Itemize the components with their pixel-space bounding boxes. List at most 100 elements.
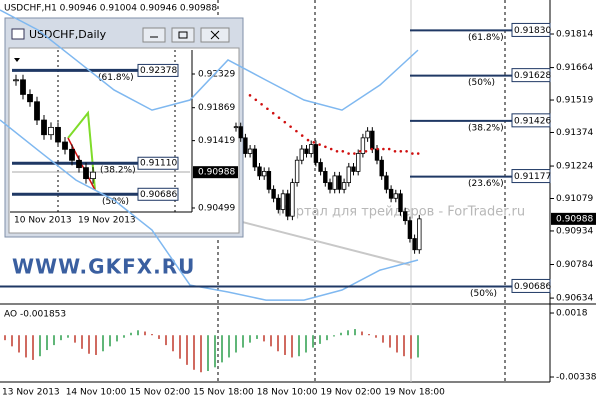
close-icon — [210, 30, 220, 40]
fib-price: 0.91426 — [514, 116, 551, 126]
signal-dot — [399, 149, 403, 153]
candle — [384, 175, 389, 190]
inset-price-box — [137, 187, 179, 201]
candle — [327, 182, 333, 190]
signal-dot — [358, 149, 362, 153]
candle — [318, 162, 323, 172]
signal-dot — [271, 111, 275, 115]
date-label: 15 Nov 18:00 — [193, 388, 254, 398]
signal-dot — [393, 149, 397, 153]
inset-candle — [27, 94, 33, 103]
candle — [294, 159, 300, 184]
fib-price: 0.91177 — [514, 172, 551, 182]
signal-dot — [289, 125, 292, 128]
chart-header: USDCHF,H1 0.90946 0.91004 0.90946 0.9098… — [4, 4, 217, 14]
candle — [266, 171, 272, 190]
inset-window: USDCHF,Daily 0.92329 0.91869 0.91419 0.9049… — [4, 17, 244, 238]
candle — [393, 193, 398, 199]
candle — [276, 197, 281, 210]
candle — [280, 193, 286, 210]
signal-dot — [283, 120, 287, 124]
current-price-box — [551, 212, 596, 225]
price-box — [511, 22, 551, 37]
current-price: 0.90988 — [556, 214, 593, 224]
inset-candle — [76, 159, 82, 169]
candle — [285, 193, 290, 217]
signal-dot — [341, 149, 345, 153]
inset-candle — [20, 79, 26, 95]
window-body — [8, 47, 240, 234]
candle — [355, 153, 361, 172]
inset-tick-label: 0.92329 — [198, 70, 235, 80]
candle — [304, 148, 309, 154]
price-box — [511, 68, 551, 83]
fib-ratio: (61.8%) — [468, 33, 504, 43]
y-tick-label: 0.91224 — [556, 162, 593, 172]
candle — [360, 137, 366, 154]
signal-dot — [387, 147, 391, 151]
inset-current-price: 0.90988 — [198, 168, 235, 178]
ao-tick-label: 0.0018 — [556, 309, 588, 319]
inset-fib-ratio: (61.8%) — [98, 73, 134, 83]
y-tick-label: 0.91814 — [556, 30, 593, 40]
candle — [417, 218, 422, 251]
ao-label: AO -0.001853 — [4, 310, 66, 320]
ao-tick-label: -0.003386 — [556, 373, 596, 383]
price-box — [511, 113, 551, 128]
inset-fib-price: 0.92378 — [140, 66, 177, 76]
maximize-button[interactable] — [171, 27, 195, 43]
candle — [238, 126, 243, 139]
inset-candle — [83, 167, 89, 180]
candle — [365, 130, 370, 139]
signal-dot — [353, 152, 356, 155]
inset-candle — [48, 126, 54, 136]
inset-candle — [41, 119, 47, 136]
candle — [290, 182, 295, 217]
inset-date: 19 Nov 2013 — [78, 216, 136, 226]
candle — [233, 126, 239, 129]
fib-ratio: (50%) — [468, 78, 495, 88]
fib-ratio: (50%) — [470, 289, 497, 299]
inset-fib-ratio: (38.2%) — [100, 166, 136, 176]
window-title: USDCHF,Daily — [29, 28, 107, 41]
inset-candle — [62, 141, 68, 150]
signal-dot — [306, 138, 310, 142]
inset-current-box — [193, 166, 238, 179]
signal-dot — [329, 147, 333, 151]
candle — [374, 148, 380, 161]
candle — [247, 148, 253, 154]
inset-tick-label: 0.91869 — [198, 103, 235, 113]
signal-dot — [277, 116, 281, 120]
inset-fib-price: 0.91110 — [140, 159, 177, 169]
date-label: 18 Nov 10:00 — [257, 388, 318, 398]
signal-dot — [364, 149, 368, 153]
inset-price-box — [137, 156, 179, 170]
date-label: 13 Nov 2013 — [2, 388, 60, 398]
candle — [402, 211, 408, 222]
date-label: 19 Nov 02:00 — [321, 388, 382, 398]
inset-tick-label: 0.91419 — [198, 136, 235, 146]
candle — [341, 182, 347, 190]
candle — [313, 144, 319, 163]
brand: WWW.GKFX.RU — [12, 255, 195, 279]
date-label: 15 Nov 02:00 — [129, 388, 190, 398]
inset-candle — [13, 79, 19, 82]
y-tick-label: 0.90784 — [556, 260, 593, 270]
y-tick-label: 0.91664 — [556, 63, 593, 73]
minimize-button[interactable] — [142, 27, 166, 43]
fib-ratio: (38.2%) — [468, 123, 504, 133]
signal-dot — [312, 141, 316, 144]
inset-date: 10 Nov 2013 — [14, 216, 72, 226]
candle — [398, 193, 403, 213]
signal-dot — [266, 107, 269, 111]
fib-ratio: (23.6%) — [468, 179, 504, 189]
signal-dot — [416, 152, 420, 155]
signal-dot — [254, 98, 258, 102]
candle — [337, 175, 342, 190]
candle — [370, 130, 375, 150]
candle — [308, 144, 314, 154]
signal-dot — [318, 143, 321, 146]
candle — [243, 137, 248, 154]
inset-candle — [55, 126, 61, 143]
candle — [412, 238, 417, 251]
